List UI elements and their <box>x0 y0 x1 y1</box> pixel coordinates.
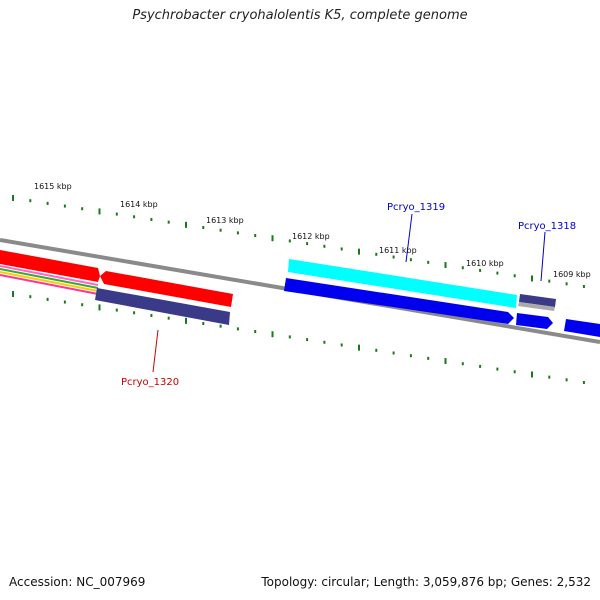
scale-label: 1615 kbp <box>34 182 72 191</box>
gene-label-pcryo-1319[interactable]: Pcryo_1319 <box>387 202 445 213</box>
scale-label: 1611 kbp <box>379 246 417 255</box>
footer-topology: Topology: circular; Length: 3,059,876 bp… <box>261 575 591 589</box>
scale-label: 1609 kbp <box>553 270 591 279</box>
scale-label: 1613 kbp <box>206 216 244 225</box>
scale-label: 1612 kbp <box>292 232 330 241</box>
gene-feature-pcryo-1318-grey[interactable] <box>518 302 555 311</box>
feature-track-lines <box>0 265 99 295</box>
map-title: Psychrobacter cryohalolentis K5, complet… <box>132 8 468 23</box>
footer-accession: Accession: NC_007969 <box>9 575 146 589</box>
gene-label-pcryo-1320[interactable]: Pcryo_1320 <box>121 377 179 388</box>
gene-feature-pcryo-1318[interactable] <box>516 313 553 329</box>
label-leader-line <box>405 213 413 263</box>
gene-feature-pcryo-1319-cyan[interactable] <box>288 259 517 308</box>
gene-feature-pcryo-1319[interactable] <box>284 278 514 324</box>
gene-feature-pcryo-1320[interactable] <box>95 288 230 325</box>
gene-feature-red[interactable] <box>100 271 233 307</box>
gene-feature-red[interactable] <box>0 250 100 282</box>
scale-ticks-lower <box>12 291 585 385</box>
gene-feature-blue-right[interactable] <box>564 319 600 337</box>
gene-label-pcryo-1318[interactable]: Pcryo_1318 <box>518 221 576 232</box>
scale-ticks-upper <box>12 195 585 289</box>
label-leader-line <box>540 231 546 282</box>
scale-label: 1614 kbp <box>120 200 158 209</box>
label-leader-line <box>152 329 159 373</box>
scale-label: 1610 kbp <box>466 259 504 268</box>
gene-feature-pcryo-1318-top[interactable] <box>519 294 556 307</box>
